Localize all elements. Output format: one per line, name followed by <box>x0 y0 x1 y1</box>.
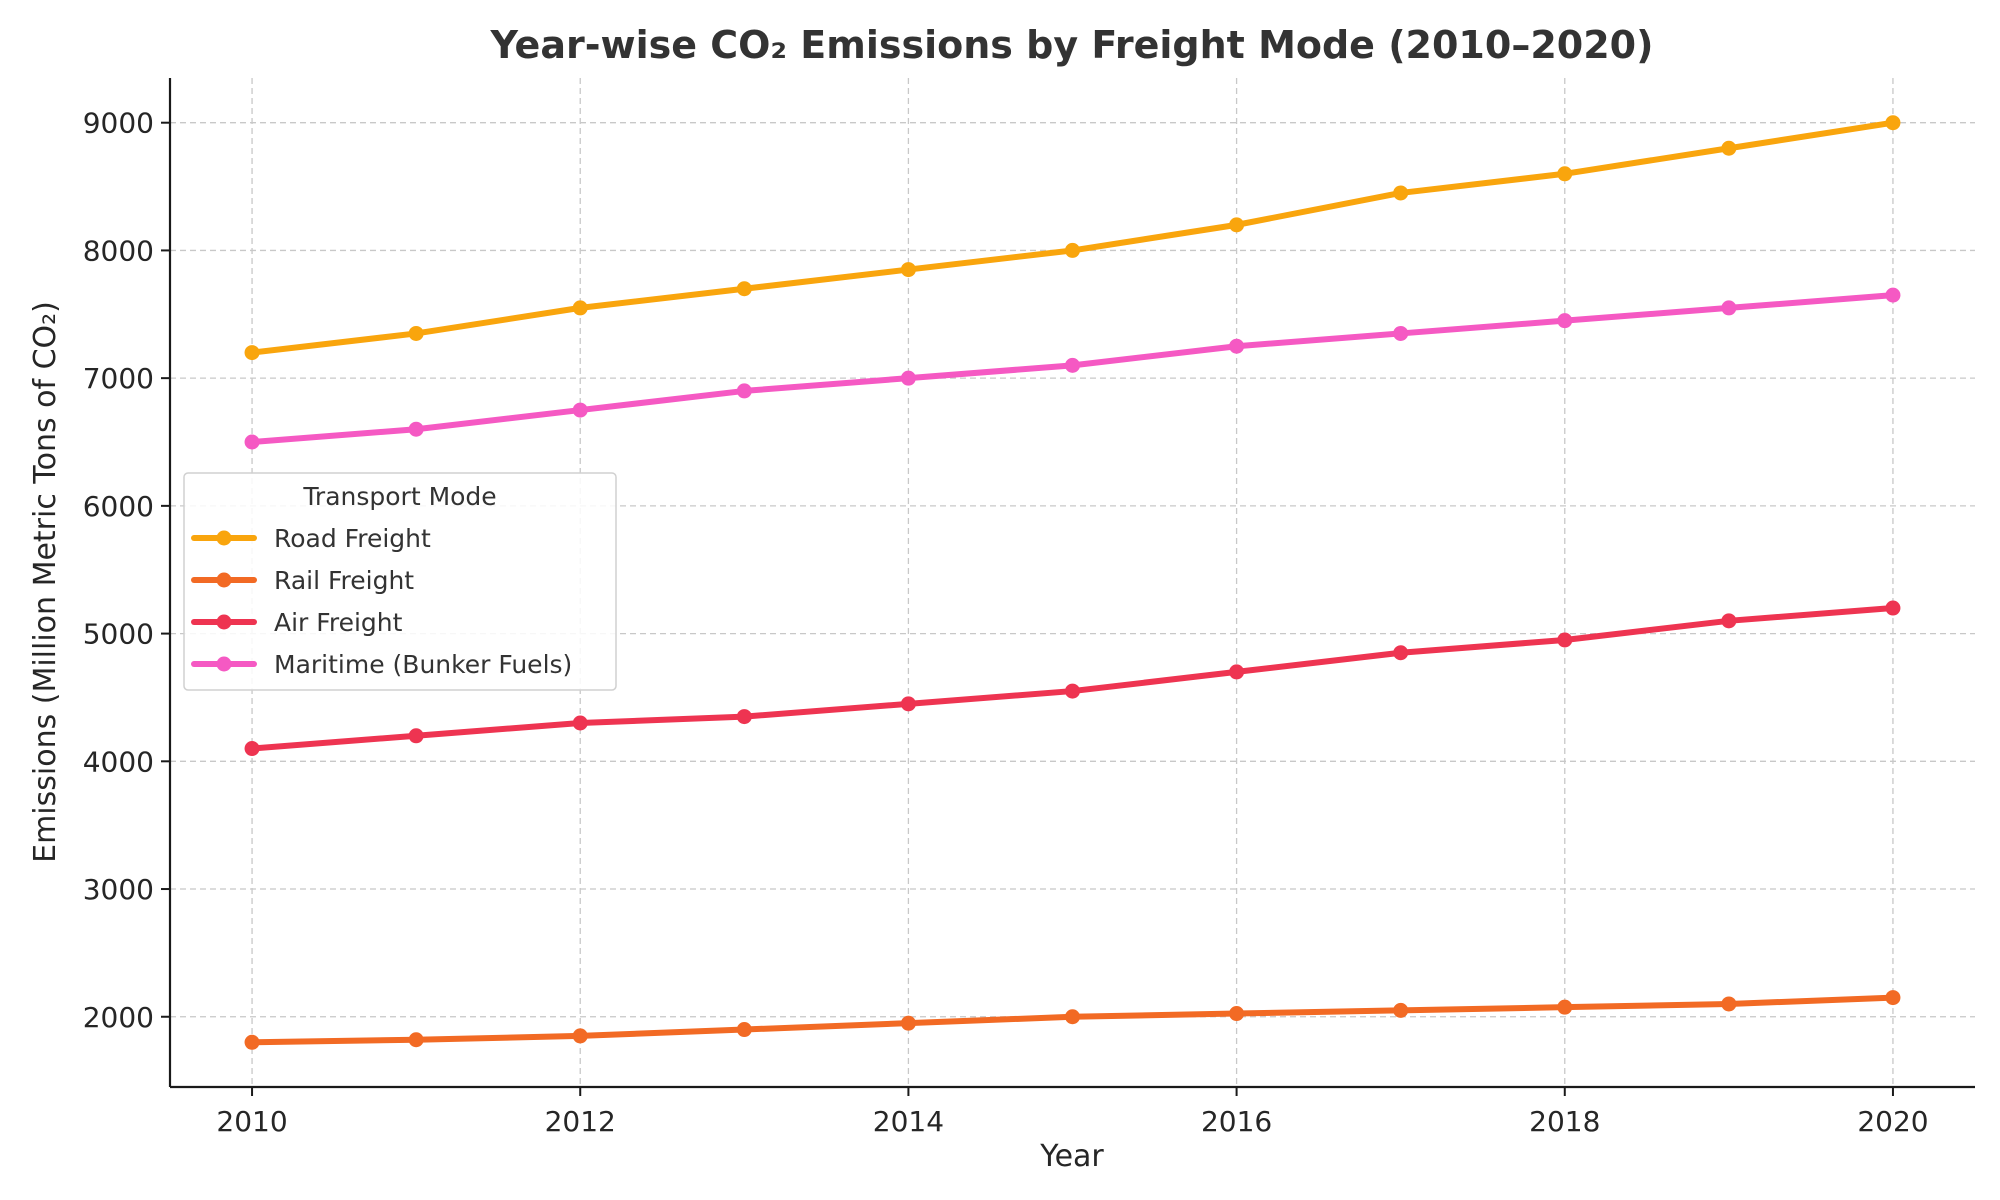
data-point-air-freight <box>1393 645 1409 661</box>
x-tick-label: 2016 <box>1201 1105 1272 1138</box>
x-tick-label: 2014 <box>873 1105 944 1138</box>
data-point-rail-freight <box>1065 1009 1080 1025</box>
data-point-air-freight <box>736 709 752 725</box>
legend-label-rail-freight: Rail Freight <box>274 566 414 595</box>
x-tick-label: 2010 <box>216 1105 287 1138</box>
data-point-air-freight <box>1065 683 1080 699</box>
legend-box <box>183 472 617 691</box>
data-point-air-freight <box>1721 613 1737 629</box>
data-point-air-freight <box>900 696 916 712</box>
data-point-rail-freight <box>1885 990 1901 1006</box>
y-tick-label: 9000 <box>83 107 154 140</box>
data-point-maritime-bunker-fuels <box>1885 287 1901 303</box>
data-point-rail-freight <box>1229 1006 1245 1022</box>
data-point-rail-freight <box>1721 996 1737 1012</box>
y-tick-label: 4000 <box>83 745 154 778</box>
legend-marker-rail-freight <box>216 572 232 588</box>
legend-label-road-freight: Road Freight <box>274 524 431 553</box>
data-point-air-freight <box>408 728 424 744</box>
data-point-rail-freight <box>408 1032 424 1048</box>
data-point-rail-freight <box>1557 999 1573 1015</box>
legend-label-air-freight: Air Freight <box>274 608 403 637</box>
data-point-air-freight <box>1229 664 1245 680</box>
data-point-maritime-bunker-fuels <box>572 402 588 418</box>
y-tick-label: 5000 <box>83 618 154 651</box>
x-tick-label: 2020 <box>1857 1105 1928 1138</box>
chart-title: Year-wise CO₂ Emissions by Freight Mode … <box>490 23 1654 67</box>
data-point-air-freight <box>572 715 588 731</box>
data-point-maritime-bunker-fuels <box>244 434 260 450</box>
data-point-rail-freight <box>244 1034 260 1050</box>
data-point-maritime-bunker-fuels <box>1557 313 1573 329</box>
data-point-road-freight <box>1557 166 1573 182</box>
legend-items: Road Freight Rail Freight Air Freight Marit… <box>191 524 572 679</box>
data-point-maritime-bunker-fuels <box>1721 300 1737 316</box>
data-point-rail-freight <box>572 1028 588 1044</box>
legend: Transport Mode Road Freight Rail Freight A… <box>183 472 617 691</box>
legend-label-maritime-bunker-fuels: Maritime (Bunker Fuels) <box>274 650 572 679</box>
data-point-air-freight <box>1557 632 1573 648</box>
y-tick-label: 8000 <box>83 234 154 267</box>
data-point-air-freight <box>244 741 260 757</box>
data-point-road-freight <box>1229 217 1245 233</box>
legend-marker-road-freight <box>216 530 232 546</box>
data-point-maritime-bunker-fuels <box>900 370 916 386</box>
data-point-road-freight <box>1393 185 1409 201</box>
data-point-rail-freight <box>736 1022 752 1038</box>
y-tick-label: 6000 <box>83 490 154 523</box>
data-point-road-freight <box>1721 140 1737 156</box>
data-point-maritime-bunker-fuels <box>408 421 424 437</box>
x-tick-label: 2012 <box>545 1105 616 1138</box>
data-point-road-freight <box>1065 242 1080 258</box>
data-point-road-freight <box>736 281 752 297</box>
y-tick-label: 2000 <box>83 1001 154 1034</box>
x-tick-label: 2018 <box>1529 1105 1600 1138</box>
series-line-road-freight <box>249 119 1896 356</box>
ticks: 2010 2012 2014 2016 2018 2020 2000 3000 4000 5000… <box>83 107 1929 1138</box>
data-point-air-freight <box>1885 600 1901 616</box>
data-point-road-freight <box>1885 115 1901 131</box>
data-point-maritime-bunker-fuels <box>1229 338 1245 354</box>
y-axis-label: Emissions (Million Metric Tons of CO₂) <box>28 301 63 863</box>
data-point-maritime-bunker-fuels <box>1065 357 1080 373</box>
data-point-rail-freight <box>900 1015 916 1031</box>
y-tick-label: 3000 <box>83 873 154 906</box>
data-point-road-freight <box>244 345 260 361</box>
data-point-maritime-bunker-fuels <box>1393 325 1409 341</box>
axes <box>168 78 1975 1089</box>
data-point-road-freight <box>408 325 424 341</box>
legend-title: Transport Mode <box>302 482 496 511</box>
legend-marker-air-freight <box>216 614 232 630</box>
x-axis-label: Year <box>1039 1139 1104 1174</box>
y-tick-label: 7000 <box>83 362 154 395</box>
data-point-road-freight <box>900 262 916 278</box>
series-group <box>244 115 1901 1050</box>
data-point-maritime-bunker-fuels <box>736 383 752 399</box>
data-point-rail-freight <box>1393 1002 1409 1018</box>
legend-marker-maritime-bunker-fuels <box>216 656 232 672</box>
data-point-road-freight <box>572 300 588 316</box>
